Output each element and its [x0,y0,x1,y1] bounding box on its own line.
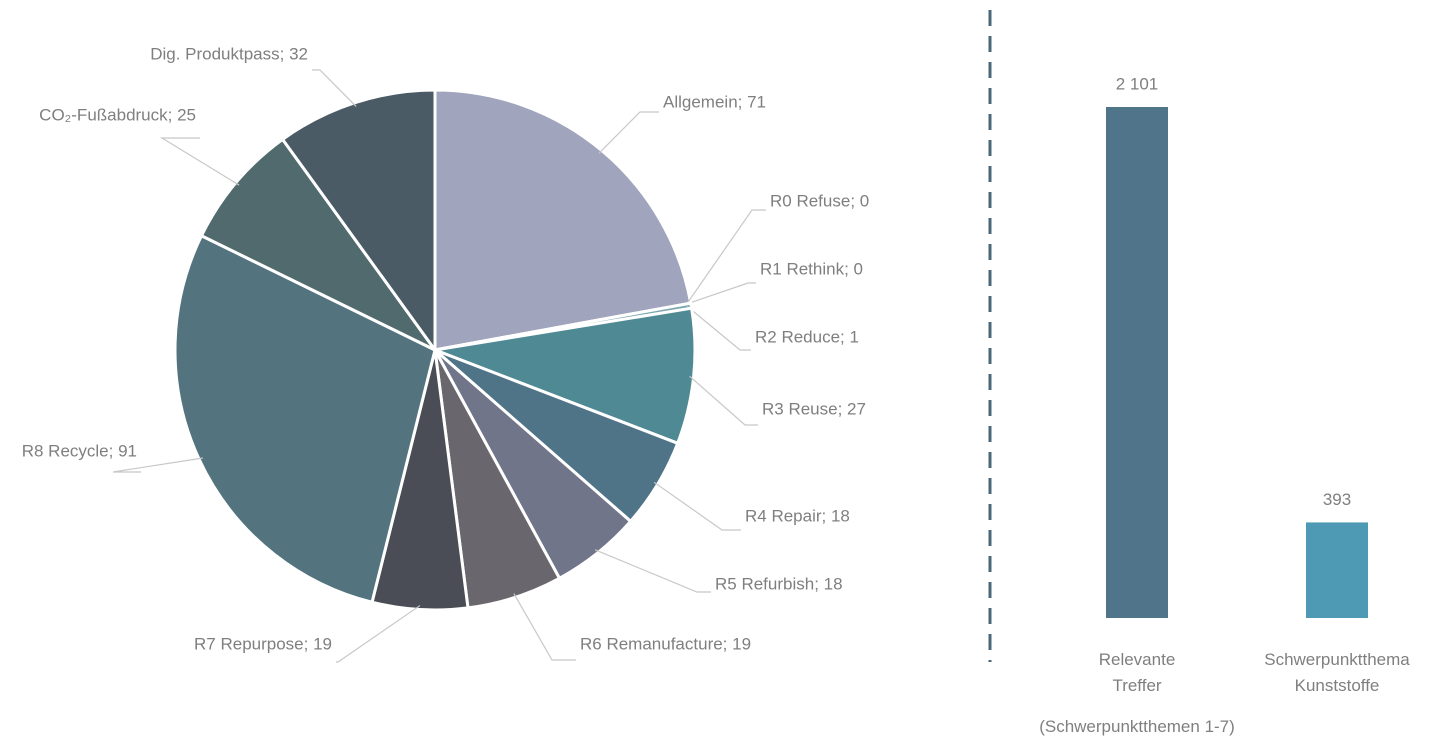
leader-line [159,137,240,186]
data-label: R3 Reuse; 27 [762,399,866,418]
data-label: R1 Rethink; 0 [760,259,863,278]
note: (Schwerpunktthemen 1-7) [1039,717,1235,736]
pie-slice [429,306,697,446]
leader-line [336,605,421,663]
leader-line [686,209,766,305]
leader-line [513,593,576,661]
category-label: Schwerpunktthema Kunststoffe [1264,650,1410,695]
leader-line [653,481,741,531]
bar [1106,107,1168,618]
leader-line [112,457,203,473]
data-label: Allgemein; 71 [663,92,766,111]
data-label: R7 Repurpose; 19 [194,634,332,653]
data-label: 393 [1323,490,1351,509]
leader-line [686,282,756,305]
data-label: R8 Recycle; 91 [22,441,137,460]
leader-line [312,69,357,107]
data-label: 2 101 [1116,74,1159,93]
leader-line [686,305,751,351]
pie-slice [280,88,437,355]
data-label: R5 Refurbish; 18 [715,574,843,593]
pie-slice [199,137,437,352]
pie-slice [173,233,437,605]
data-label: CO₂-Fußabdruck; 25 [39,105,196,124]
bar [1306,522,1368,618]
leader-line [594,549,711,593]
data-label: R4 Repair; 18 [745,506,850,525]
data-label: R6 Remanufacture; 19 [580,634,751,653]
category-label: Relevante Treffer [1098,650,1176,695]
leader-line [689,375,758,426]
data-label: R2 Reduce; 1 [755,327,859,346]
data-label: R0 Refuse; 0 [770,191,869,210]
data-label: Dig. Produktpass; 32 [150,44,308,63]
leader-line [598,111,659,154]
